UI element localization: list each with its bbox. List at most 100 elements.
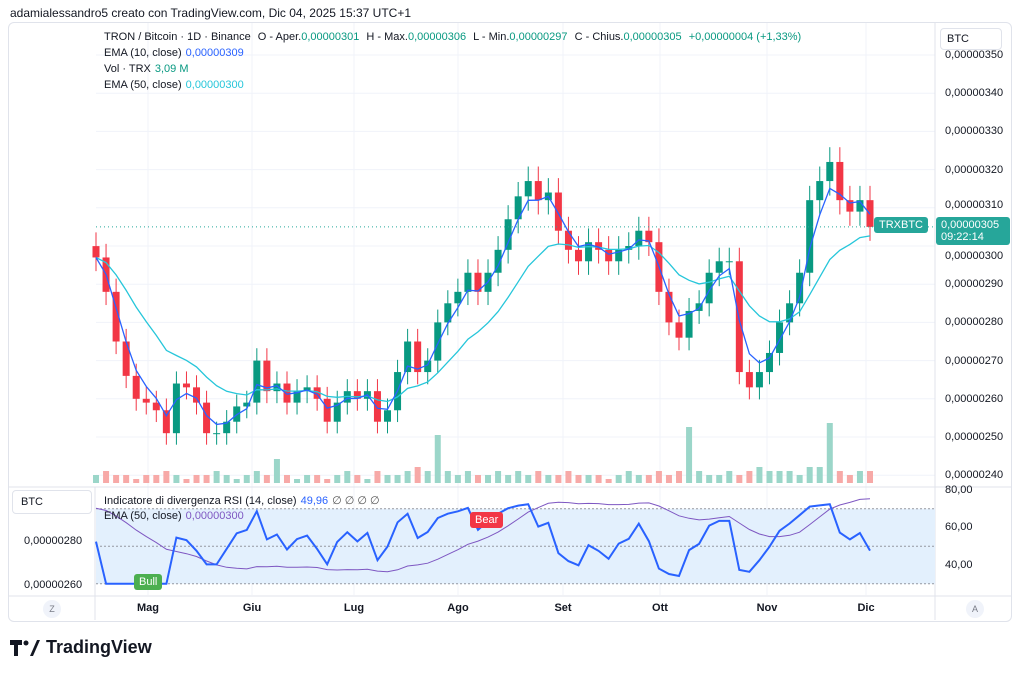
- volume-bar: [474, 475, 481, 483]
- ema10-label: EMA (10, close): [104, 47, 182, 59]
- candle-body: [213, 433, 221, 435]
- price-tick: 0,00000260: [945, 392, 1004, 405]
- symbol-price-tag: TRXBTC: [874, 217, 928, 233]
- candle-body: [142, 398, 150, 403]
- volume-bar: [836, 471, 843, 483]
- volume-bar: [273, 459, 280, 483]
- volume-bar: [736, 475, 743, 483]
- volume-bar: [233, 479, 240, 483]
- candle-body: [574, 249, 582, 262]
- rsi-left-tick: 0,00000280: [24, 535, 83, 547]
- volume-bar: [535, 471, 542, 483]
- currency-button[interactable]: BTC: [940, 28, 1002, 50]
- tradingview-logo-icon: [10, 639, 40, 656]
- volume-bar: [394, 475, 401, 483]
- candle-body: [836, 161, 844, 201]
- volume-bar: [163, 471, 170, 483]
- symbol-label[interactable]: TRON / Bitcoin · 1D · Binance: [104, 31, 251, 43]
- volume-bar: [575, 475, 582, 483]
- candle-body: [474, 272, 482, 292]
- volume-bar: [846, 475, 853, 483]
- volume-bar: [173, 475, 180, 483]
- candle-body: [685, 310, 693, 338]
- last-price-tag: 0,00000305 09:22:14: [936, 217, 1010, 245]
- candle-body: [514, 196, 522, 220]
- candle-body: [846, 200, 854, 212]
- volume-bar: [595, 475, 602, 483]
- candle-body: [796, 272, 804, 304]
- volume-bar: [414, 467, 421, 483]
- candle-body: [404, 341, 412, 373]
- price-tick: 0,00000240: [945, 469, 1004, 482]
- volume-bar: [123, 475, 130, 483]
- volume-bar: [605, 479, 612, 483]
- volume-bar: [726, 471, 733, 483]
- volume-bar: [454, 475, 461, 483]
- rsi-ema-legend[interactable]: EMA (50, close) 0,00000300: [104, 510, 248, 522]
- candle-body: [434, 322, 442, 361]
- rsi-na-icons: ∅ ∅ ∅ ∅: [332, 495, 380, 507]
- price-tick: 0,00000300: [945, 250, 1004, 262]
- candle-body: [162, 410, 170, 434]
- ema50-legend[interactable]: EMA (50, close) 0,00000300: [104, 79, 248, 91]
- volume-bar: [635, 475, 642, 483]
- ema10-legend[interactable]: EMA (10, close) 0,00000309: [104, 47, 248, 59]
- candle-body: [384, 410, 392, 422]
- price-tick: 0,00000280: [945, 316, 1004, 329]
- volume-bar: [113, 475, 120, 483]
- volume-bar: [364, 479, 371, 483]
- candle-body: [735, 261, 743, 373]
- month-label: Mag: [137, 602, 159, 614]
- volume-bar: [263, 475, 270, 483]
- pane-currency-button[interactable]: BTC: [12, 490, 92, 514]
- candle-body: [172, 383, 180, 434]
- candle-body: [243, 402, 251, 407]
- ema50-label: EMA (50, close): [104, 79, 182, 91]
- rsi-label: Indicatore di divergenza RSI (14, close): [104, 495, 297, 507]
- volume-bar: [344, 471, 351, 483]
- volume-bar: [766, 471, 773, 483]
- candle-body: [494, 249, 502, 273]
- candle-body: [745, 372, 753, 388]
- month-label: Giu: [242, 602, 262, 614]
- change-value: +0,00000004 (+1,33%): [688, 31, 802, 43]
- high-value: 0,00000306: [407, 31, 467, 43]
- candle-body: [313, 387, 321, 399]
- candle-body: [193, 387, 201, 403]
- volume-bar: [143, 475, 150, 483]
- volume-bar: [193, 475, 200, 483]
- volume-bar: [696, 471, 703, 483]
- candle-body: [273, 383, 281, 392]
- bull-divergence-label: Bull: [134, 574, 163, 590]
- volume-bar: [545, 475, 552, 483]
- candle-body: [92, 246, 100, 258]
- volume-bar: [384, 475, 391, 483]
- candle-body: [665, 291, 673, 323]
- volume-bar: [93, 475, 99, 483]
- volume-bar: [334, 475, 341, 483]
- candle-body: [414, 341, 422, 373]
- zoom-reset-button[interactable]: Z: [43, 600, 61, 618]
- low-label: L - Min.: [473, 31, 510, 43]
- volume-bar: [434, 435, 441, 483]
- candle-body: [715, 261, 723, 273]
- volume-legend[interactable]: Vol · TRX 3,09 M: [104, 63, 193, 75]
- candle-body: [776, 322, 784, 353]
- candle-body: [283, 383, 291, 403]
- rsi-ema-value: 0,00000300: [185, 510, 244, 522]
- rsi-left-tick: 0,00000260: [24, 579, 83, 591]
- volume-bar: [816, 467, 823, 483]
- candle-body: [595, 242, 603, 250]
- auto-scale-button[interactable]: A: [966, 600, 984, 618]
- volume-bar: [314, 475, 321, 483]
- candle-body: [755, 372, 763, 388]
- volume-bar: [645, 475, 652, 483]
- candle-body: [182, 383, 190, 388]
- candle-body: [816, 181, 824, 201]
- volume-bar: [856, 471, 863, 483]
- rsi-legend[interactable]: Indicatore di divergenza RSI (14, close)…: [104, 494, 384, 507]
- volume-bar: [444, 471, 451, 483]
- month-label: Set: [554, 602, 572, 614]
- volume-bar: [404, 471, 411, 483]
